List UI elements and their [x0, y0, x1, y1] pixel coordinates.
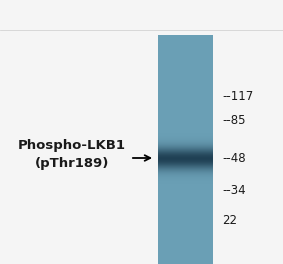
Text: --85: --85	[222, 114, 245, 126]
Text: (pThr189): (pThr189)	[35, 157, 109, 169]
Text: --48: --48	[222, 152, 246, 164]
Text: Phospho-LKB1: Phospho-LKB1	[18, 139, 126, 152]
Text: --117: --117	[222, 91, 253, 103]
Text: 22: 22	[222, 214, 237, 227]
Text: --34: --34	[222, 183, 246, 196]
Bar	[158, 35, 213, 264]
